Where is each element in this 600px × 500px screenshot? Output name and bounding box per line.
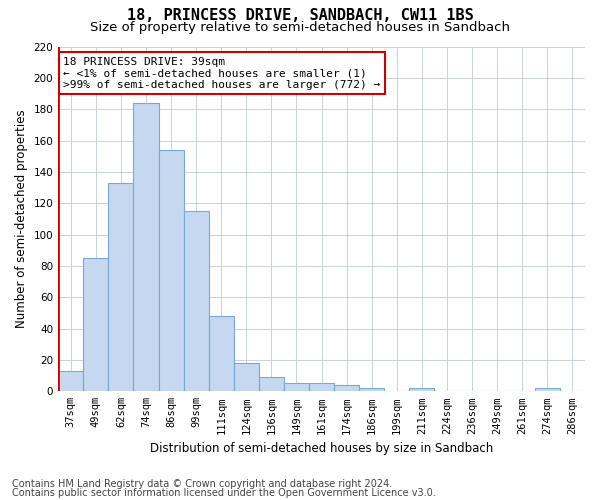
Bar [58,371,83,392]
Bar [234,363,259,392]
Y-axis label: Number of semi-detached properties: Number of semi-detached properties [15,110,28,328]
Bar [284,384,309,392]
Text: 18 PRINCESS DRIVE: 39sqm
← <1% of semi-detached houses are smaller (1)
>99% of s: 18 PRINCESS DRIVE: 39sqm ← <1% of semi-d… [64,57,380,90]
Bar [334,385,359,392]
Bar [158,150,184,392]
Text: 18, PRINCESS DRIVE, SANDBACH, CW11 1BS: 18, PRINCESS DRIVE, SANDBACH, CW11 1BS [127,8,473,22]
Text: Size of property relative to semi-detached houses in Sandbach: Size of property relative to semi-detach… [90,21,510,34]
Text: Contains HM Land Registry data © Crown copyright and database right 2024.: Contains HM Land Registry data © Crown c… [12,479,392,489]
Bar [83,258,109,392]
Text: Contains public sector information licensed under the Open Government Licence v3: Contains public sector information licen… [12,488,436,498]
Bar [359,388,385,392]
Bar [184,211,209,392]
Bar [109,183,133,392]
Bar [309,384,334,392]
Bar [133,103,158,392]
Bar [409,388,434,392]
Bar [259,377,284,392]
Bar [535,388,560,392]
Bar [209,316,234,392]
X-axis label: Distribution of semi-detached houses by size in Sandbach: Distribution of semi-detached houses by … [150,442,493,455]
